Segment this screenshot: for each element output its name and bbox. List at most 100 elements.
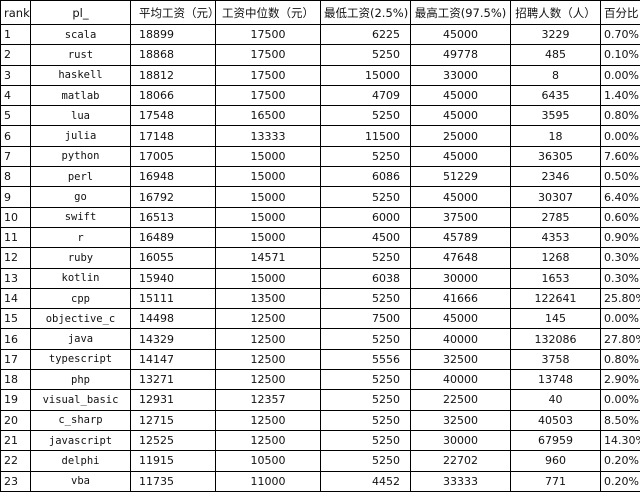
table-cell: 11000 <box>215 470 321 492</box>
table-cell: 16489 <box>130 226 216 249</box>
table-row: 11 r 16489 15000 4500 45789 4353 0.90% <box>0 226 640 249</box>
table-cell: haskell <box>30 64 131 86</box>
table-cell: 7500 <box>320 308 411 330</box>
table-cell: 2785 <box>510 206 601 228</box>
table-cell: 25.80% <box>600 287 640 310</box>
header-cell: 招聘人数（人） <box>510 0 601 25</box>
table-cell: 15000 <box>215 145 321 168</box>
table-cell: 0.00% <box>600 64 640 86</box>
table-cell: 6086 <box>320 166 411 188</box>
table-cell: 4500 <box>320 226 411 249</box>
table-cell: 12500 <box>215 308 321 330</box>
table-cell: 21 <box>0 429 31 452</box>
table-cell: 5250 <box>320 287 411 310</box>
table-cell: 33333 <box>410 470 511 492</box>
table-cell: 30000 <box>410 429 511 452</box>
table-cell: 13748 <box>510 369 601 391</box>
header-row: rank pl_ 平均工资（元） 工资中位数（元） 最低工资(2.5%) 最高工资(97.… <box>0 0 640 25</box>
table-cell: 485 <box>510 44 601 66</box>
table-cell: 16948 <box>130 166 216 188</box>
table-cell: 5250 <box>320 105 411 127</box>
table-row: 23 vba 11735 11000 4452 33333 771 0.20% <box>0 470 640 492</box>
table-cell: 5250 <box>320 186 411 208</box>
table-cell: 6.40% <box>600 186 640 208</box>
table-cell: 20 <box>0 409 31 431</box>
table-cell: 18 <box>510 125 601 147</box>
table-cell: 8 <box>0 166 31 188</box>
table-row: 17 typescript 14147 12500 5556 32500 3758 0.80% <box>0 348 640 371</box>
table-cell: 32500 <box>410 348 511 371</box>
table-cell: 0.50% <box>600 166 640 188</box>
table-row: 7 python 17005 15000 5250 45000 36305 7.60% <box>0 145 640 168</box>
table-row: 13 kotlin 15940 15000 6038 30000 1653 0.30% <box>0 267 640 289</box>
table-cell: 2 <box>0 44 31 66</box>
table-cell: 0.60% <box>600 206 640 228</box>
table-cell: objective_c <box>30 308 131 330</box>
header-cell: 百分比 <box>600 0 640 25</box>
table-cell: 45000 <box>410 84 511 107</box>
table-cell: 7.60% <box>600 145 640 168</box>
header-cell: 平均工资（元） <box>130 0 216 25</box>
table-cell: typescript <box>30 348 131 371</box>
table-row: 22 delphi 11915 10500 5250 22702 960 0.20% <box>0 450 640 472</box>
table-cell: 5250 <box>320 389 411 411</box>
table-row: 15 objective_c 14498 12500 7500 45000 145 0.00% <box>0 308 640 330</box>
table-cell: 0.30% <box>600 267 640 289</box>
table-cell: swift <box>30 206 131 228</box>
table-cell: 3229 <box>510 23 601 46</box>
table-body: 1 scala 18899 17500 6225 45000 3229 0.70% 2 rust 1… <box>0 23 640 492</box>
table-row: 12 ruby 16055 14571 5250 47648 1268 0.30% <box>0 247 640 269</box>
table-cell: 7 <box>0 145 31 168</box>
table-cell: 12500 <box>215 369 321 391</box>
table-cell: 2346 <box>510 166 601 188</box>
table-cell: 3 <box>0 64 31 86</box>
table-cell: 5250 <box>320 369 411 391</box>
table-cell: 5250 <box>320 429 411 452</box>
table-cell: 12500 <box>215 409 321 431</box>
table-cell: 17500 <box>215 84 321 107</box>
header-cell: 工资中位数（元） <box>215 0 321 25</box>
table-cell: 0.90% <box>600 226 640 249</box>
table-cell: 14 <box>0 287 31 310</box>
table-cell: 10500 <box>215 450 321 472</box>
table-cell: 13271 <box>130 369 216 391</box>
table-cell: 16513 <box>130 206 216 228</box>
table-cell: 17500 <box>215 44 321 66</box>
table-cell: 14329 <box>130 328 216 350</box>
table-row: 6 julia 17148 13333 11500 25000 18 0.00% <box>0 125 640 147</box>
table-cell: 5556 <box>320 348 411 371</box>
table-cell: 16055 <box>130 247 216 269</box>
table-cell: 1268 <box>510 247 601 269</box>
table-cell: 14498 <box>130 308 216 330</box>
table-cell: vba <box>30 470 131 492</box>
table-cell: 0.10% <box>600 44 640 66</box>
table-cell: 17 <box>0 348 31 371</box>
table-cell: 12931 <box>130 389 216 411</box>
table-cell: 14147 <box>130 348 216 371</box>
table-row: 10 swift 16513 15000 6000 37500 2785 0.60% <box>0 206 640 228</box>
table-cell: 5 <box>0 105 31 127</box>
table-cell: delphi <box>30 450 131 472</box>
table-cell: 0.20% <box>600 470 640 492</box>
table-cell: ruby <box>30 247 131 269</box>
table-cell: 2.90% <box>600 369 640 391</box>
table-cell: 40503 <box>510 409 601 431</box>
table-cell: 40000 <box>410 369 511 391</box>
table-cell: 0.30% <box>600 247 640 269</box>
table-cell: 22 <box>0 450 31 472</box>
table-row: 5 lua 17548 16500 5250 45000 3595 0.80% <box>0 105 640 127</box>
table-cell: 11 <box>0 226 31 249</box>
header-cell: rank <box>0 0 31 25</box>
table-cell: cpp <box>30 287 131 310</box>
table-cell: 4709 <box>320 84 411 107</box>
table-cell: 15000 <box>320 64 411 86</box>
table-row: 8 perl 16948 15000 6086 51229 2346 0.50% <box>0 166 640 188</box>
table-cell: 16 <box>0 328 31 350</box>
table-cell: 145 <box>510 308 601 330</box>
table-cell: 22702 <box>410 450 511 472</box>
table-cell: r <box>30 226 131 249</box>
table-cell: 18868 <box>130 44 216 66</box>
